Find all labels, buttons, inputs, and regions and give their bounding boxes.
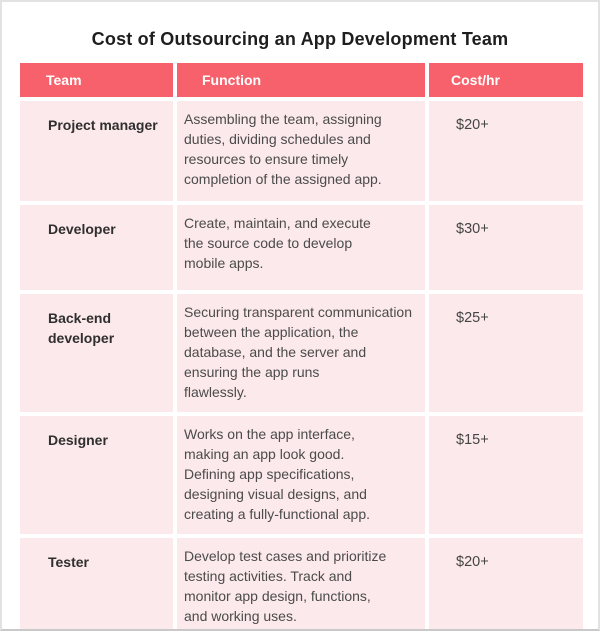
header-function: Function (177, 63, 425, 97)
function-description: Develop test cases and prioritize testin… (177, 538, 425, 629)
cost-value: $15+ (429, 416, 583, 534)
cost-value: $25+ (429, 294, 583, 412)
table-header-row: Team Function Cost/hr (20, 63, 583, 97)
team-name: Back-end developer (20, 294, 173, 412)
team-name: Project manager (20, 101, 173, 201)
table-row: Developer Create, maintain, and execute … (20, 205, 583, 290)
team-name: Tester (20, 538, 173, 629)
cost-value: $20+ (429, 101, 583, 201)
table-row: Tester Develop test cases and prioritize… (20, 538, 583, 629)
page-title: Cost of Outsourcing an App Development T… (91, 29, 509, 49)
function-description: Works on the app interface, making an ap… (177, 416, 425, 534)
team-name: Developer (20, 205, 173, 290)
cost-value: $30+ (429, 205, 583, 290)
table-row: Project manager Assembling the team, ass… (20, 101, 583, 201)
cost-value: $20+ (429, 538, 583, 629)
function-description: Securing transparent communication betwe… (177, 294, 425, 412)
function-description: Create, maintain, and execute the source… (177, 205, 425, 290)
table-row: Back-end developer Securing transparent … (20, 294, 583, 412)
function-description: Assembling the team, assigning duties, d… (177, 101, 425, 201)
table-row: Designer Works on the app interface, mak… (20, 416, 583, 534)
team-name: Designer (20, 416, 173, 534)
header-team: Team (20, 63, 173, 97)
cost-table: Team Function Cost/hr Project manager As… (20, 63, 583, 629)
header-cost-per-hr: Cost/hr (429, 63, 583, 97)
